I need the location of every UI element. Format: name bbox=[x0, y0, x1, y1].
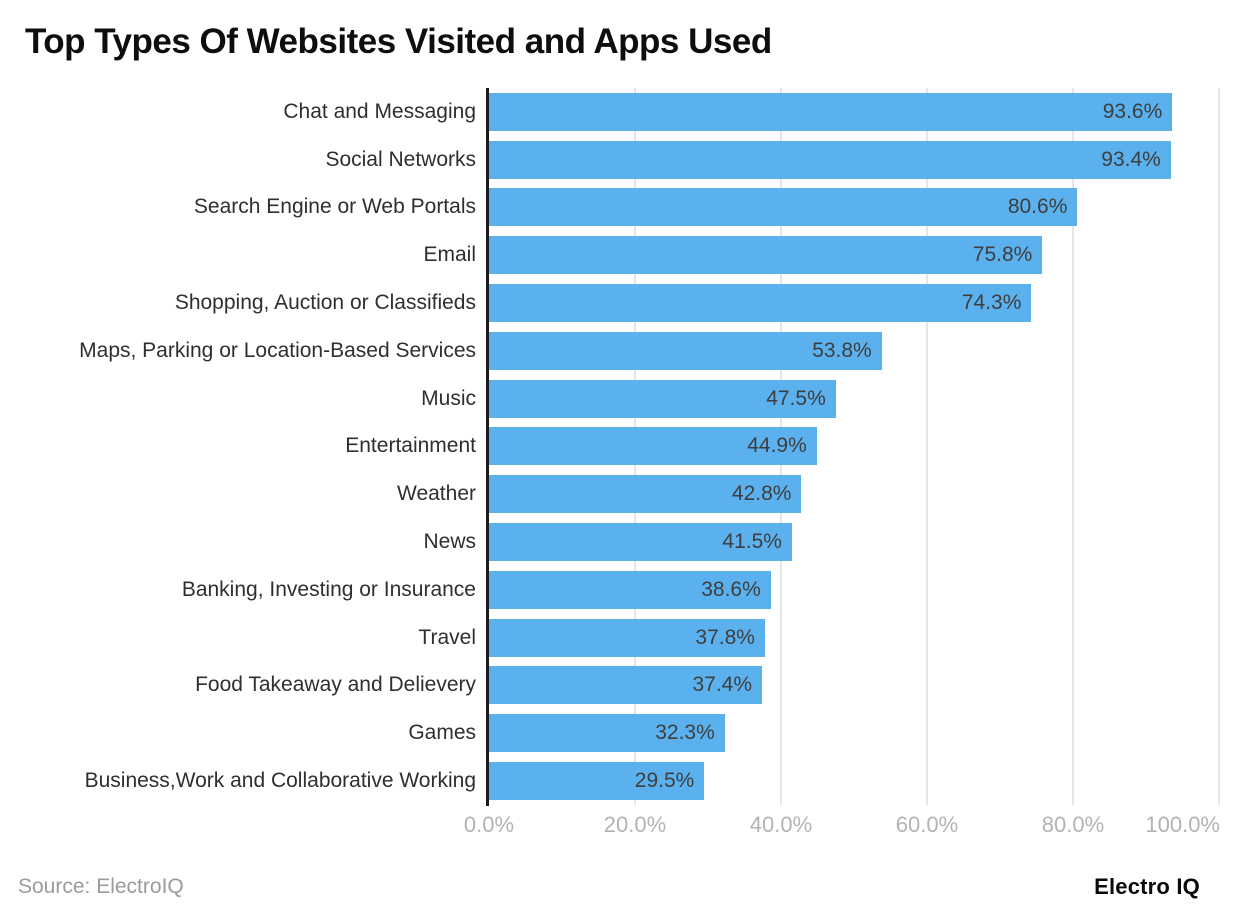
bar-row: Travel 37.8% bbox=[0, 614, 1240, 662]
x-axis-tick-label: 20.0% bbox=[603, 812, 667, 837]
bar: 29.5% bbox=[489, 762, 705, 801]
bar-row: News 41.5% bbox=[0, 518, 1240, 566]
bar-row: Maps, Parking or Location-Based Services… bbox=[0, 327, 1240, 375]
bar-rows: Chat and Messaging 93.6% Social Networks 93… bbox=[0, 88, 1240, 805]
bar-row: Search Engine or Web Portals 80.6% bbox=[0, 184, 1240, 232]
bar: 53.8% bbox=[489, 331, 882, 370]
bar-value-label: 41.5% bbox=[722, 530, 782, 554]
bar: 32.3% bbox=[489, 714, 725, 753]
category-label: Travel bbox=[418, 625, 476, 649]
category-label: Email bbox=[423, 243, 476, 267]
gridline-100 bbox=[1218, 88, 1220, 805]
source-text: Source: ElectroIQ bbox=[18, 875, 184, 898]
bar: 93.4% bbox=[489, 140, 1171, 179]
x-axis: 0.0% 20.0% 40.0% 60.0% 80.0% 100.0% bbox=[0, 812, 1240, 842]
bar-value-label: 93.6% bbox=[1102, 99, 1163, 123]
chart-title: Top Types Of Websites Visited and Apps U… bbox=[25, 22, 772, 61]
category-label: News bbox=[423, 530, 476, 554]
bar-value-label: 37.4% bbox=[692, 673, 753, 697]
category-label: Weather bbox=[397, 482, 476, 506]
category-label: Games bbox=[408, 721, 476, 745]
x-axis-tick-label: 80.0% bbox=[1041, 812, 1105, 837]
y-axis-line bbox=[486, 88, 489, 806]
bar-value-label: 29.5% bbox=[634, 769, 695, 793]
category-label: Business,Work and Collaborative Working bbox=[84, 769, 476, 793]
bar-value-label: 47.5% bbox=[766, 386, 826, 410]
x-axis-tick-label: 0.0% bbox=[463, 812, 515, 837]
bar-row: Music 47.5% bbox=[0, 375, 1240, 423]
gridline-80 bbox=[1072, 88, 1074, 805]
bar-row: Banking, Investing or Insurance 38.6% bbox=[0, 566, 1240, 614]
brand-logo: Electro IQ bbox=[1094, 874, 1200, 899]
bar: 37.8% bbox=[489, 618, 765, 657]
bar-value-label: 32.3% bbox=[655, 721, 715, 745]
bar: 37.4% bbox=[489, 666, 763, 705]
bar-value-label: 42.8% bbox=[731, 482, 792, 506]
bar: 44.9% bbox=[489, 427, 817, 466]
x-axis-tick-label: 60.0% bbox=[895, 812, 959, 837]
bar-zone: 93.4% bbox=[489, 140, 1219, 179]
bar-value-label: 37.8% bbox=[695, 625, 755, 649]
bar-value-label: 74.3% bbox=[961, 291, 1022, 315]
category-label: Social Networks bbox=[325, 147, 476, 171]
bar-zone: 29.5% bbox=[489, 762, 1219, 801]
gridline-60 bbox=[926, 88, 928, 805]
bar-value-label: 38.6% bbox=[701, 577, 761, 601]
bar-zone: 47.5% bbox=[489, 379, 1219, 418]
category-label: Music bbox=[421, 386, 476, 410]
category-label: Banking, Investing or Insurance bbox=[181, 577, 476, 601]
bar: 74.3% bbox=[489, 284, 1032, 323]
bar-row: Social Networks 93.4% bbox=[0, 136, 1240, 184]
bar: 75.8% bbox=[489, 236, 1043, 275]
bar-zone: 75.8% bbox=[489, 236, 1219, 275]
bar-value-label: 93.4% bbox=[1101, 147, 1161, 171]
category-label: Search Engine or Web Portals bbox=[193, 195, 476, 219]
x-axis-tick-label: 40.0% bbox=[749, 812, 813, 837]
bar: 93.6% bbox=[489, 92, 1173, 131]
bar-row: Business,Work and Collaborative Working 2… bbox=[0, 757, 1240, 805]
bar-zone: 42.8% bbox=[489, 475, 1219, 514]
bar-zone: 41.5% bbox=[489, 523, 1219, 562]
bar-zone: 32.3% bbox=[489, 714, 1219, 753]
category-label: Shopping, Auction or Classifieds bbox=[174, 291, 476, 315]
bar-row: Weather 42.8% bbox=[0, 470, 1240, 518]
bar-zone: 74.3% bbox=[489, 284, 1219, 323]
bar-zone: 37.4% bbox=[489, 666, 1219, 705]
x-axis-tick-label: 100.0% bbox=[1145, 812, 1220, 837]
bar-value-label: 80.6% bbox=[1007, 195, 1068, 219]
bar: 47.5% bbox=[489, 379, 836, 418]
plot-area: Chat and Messaging 93.6% Social Networks 93… bbox=[0, 88, 1240, 868]
category-label: Chat and Messaging bbox=[283, 99, 476, 123]
bar-row: Games 32.3% bbox=[0, 709, 1240, 757]
category-label: Entertainment bbox=[345, 434, 476, 458]
bar-zone: 44.9% bbox=[489, 427, 1219, 466]
bar-value-label: 44.9% bbox=[747, 434, 807, 458]
bar-zone: 38.6% bbox=[489, 570, 1219, 609]
bar-row: Shopping, Auction or Classifieds 74.3% bbox=[0, 279, 1240, 327]
category-label: Food Takeaway and Delievery bbox=[195, 673, 476, 697]
bar-zone: 37.8% bbox=[489, 618, 1219, 657]
bar-zone: 93.6% bbox=[489, 92, 1219, 131]
bar-value-label: 53.8% bbox=[812, 338, 872, 362]
bar-row: Email 75.8% bbox=[0, 231, 1240, 279]
bar: 80.6% bbox=[489, 188, 1078, 227]
bar-row: Chat and Messaging 93.6% bbox=[0, 88, 1240, 136]
bar-value-label: 75.8% bbox=[972, 243, 1033, 267]
bar: 42.8% bbox=[489, 475, 802, 514]
bar-zone: 53.8% bbox=[489, 331, 1219, 370]
bar-row: Entertainment 44.9% bbox=[0, 423, 1240, 471]
category-label: Maps, Parking or Location-Based Services bbox=[79, 338, 476, 362]
bar: 41.5% bbox=[489, 523, 792, 562]
bar: 38.6% bbox=[489, 570, 771, 609]
bar-zone: 80.6% bbox=[489, 188, 1219, 227]
bar-row: Food Takeaway and Delievery 37.4% bbox=[0, 662, 1240, 710]
